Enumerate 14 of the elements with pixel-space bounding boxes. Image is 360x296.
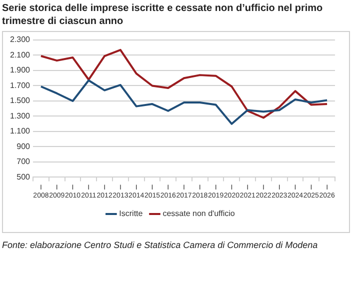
y-tick-label: 1.700 [10, 80, 31, 90]
y-tick-label: 500 [16, 172, 31, 182]
y-tick-label: 900 [16, 142, 31, 151]
y-tick-label: 1.900 [10, 66, 31, 75]
y-tick-label: 1.300 [10, 111, 31, 120]
y-tick-label: 1.100 [10, 126, 31, 136]
y-tick-label: 2.100 [10, 50, 31, 60]
source-note: Fonte: elaborazione Centro Studi e Statistica Camera di Commercio di Modena [2, 240, 319, 251]
y-tick-label: 2.300 [10, 35, 31, 44]
y-tick-label: 700 [16, 157, 31, 166]
legend-label: Iscritte [119, 209, 144, 218]
y-tick-label: 1.500 [10, 96, 31, 106]
legend-label: cessate non d'ufficio [162, 209, 236, 218]
chart-title: Serie storica delle imprese iscritte e cessate non d’ufficio nel primo trimestre di ciascun anno [2, 2, 324, 28]
